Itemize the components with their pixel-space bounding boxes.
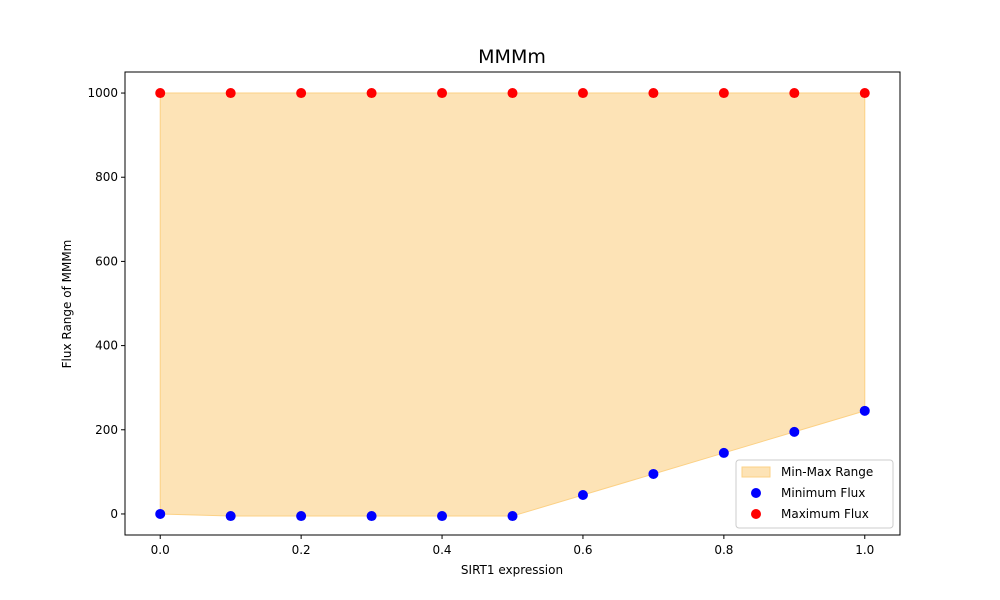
legend-label-range: Min-Max Range [781,465,873,479]
legend-marker-max [751,509,761,519]
x-axis: 0.0 0.2 0.4 0.6 0.8 1.0 [151,535,874,557]
min-flux-point [859,405,870,416]
max-flux-point [718,88,729,99]
min-flux-point [648,468,659,479]
legend: Min-Max Range Minimum Flux Maximum Flux [735,459,894,529]
min-flux-point [789,426,800,437]
max-flux-point [648,88,659,99]
max-flux-point [859,88,870,99]
legend-label-max: Maximum Flux [781,507,869,521]
x-tick-label: 0.2 [292,543,311,557]
chart-title: MMMm [478,46,546,68]
plot-frame [124,71,901,536]
max-flux-point [789,88,800,99]
x-tick-label: 0.6 [573,543,592,557]
legend-marker-min [751,488,761,498]
max-flux-point [366,88,377,99]
y-axis-label: Flux Range of MMMm [60,240,74,369]
min-flux-point [577,490,588,501]
y-tick-label: 600 [95,254,118,268]
min-flux-point [507,511,518,522]
min-flux-point [718,447,729,458]
y-tick-label: 1000 [87,86,118,100]
max-flux-point [437,88,448,99]
max-flux-point [296,88,307,99]
max-flux-point [577,88,588,99]
x-tick-label: 0.8 [714,543,733,557]
y-tick-label: 0 [110,507,118,521]
x-axis-label: SIRT1 expression [461,563,563,577]
x-tick-label: 1.0 [855,543,874,557]
min-flux-point [296,511,307,522]
x-tick-label: 0.4 [432,543,451,557]
legend-swatch-range [741,466,771,478]
max-flux-point [507,88,518,99]
min-flux-point [225,511,236,522]
max-flux-point [225,88,236,99]
min-flux-point [366,511,377,522]
y-tick-label: 400 [95,339,118,353]
x-tick-label: 0.0 [151,543,170,557]
y-axis: 0 200 400 600 800 1000 [87,86,125,521]
legend-label-min: Minimum Flux [781,486,865,500]
y-tick-label: 200 [95,423,118,437]
min-flux-point [437,511,448,522]
y-tick-label: 800 [95,170,118,184]
legend-box [735,459,894,529]
max-flux-point [155,88,166,99]
min-flux-point [155,508,166,519]
min-max-range-area [159,92,866,517]
